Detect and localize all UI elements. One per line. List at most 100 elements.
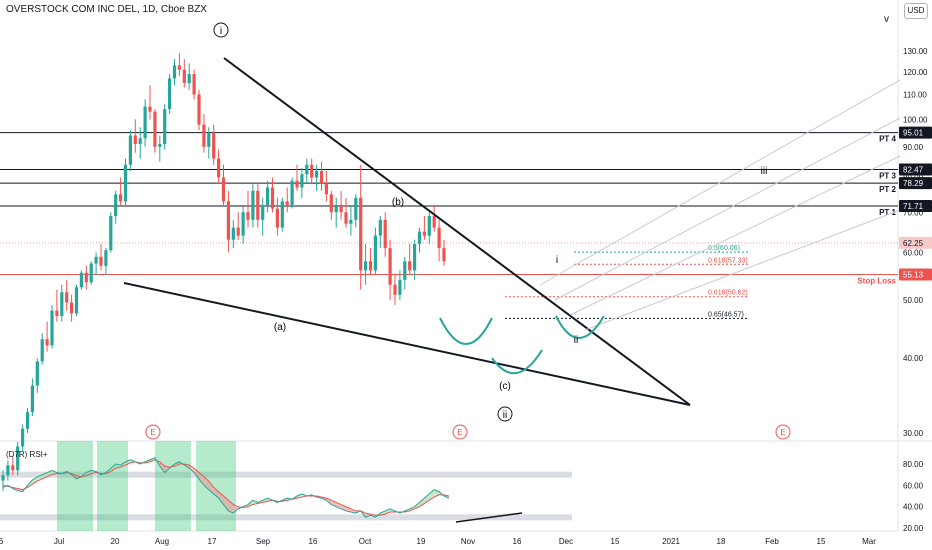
candle-body [437,227,441,249]
time-tick-label: 15 [611,537,620,546]
rsi-axis[interactable]: 20.00 40.00 60.00 80.00 [903,460,924,533]
time-tick-label: 2021 [662,537,680,546]
time-axis[interactable]: 6 Jul 20 Aug 17 Sep 16 Oct 19 Nov 16 Dec 15 2021 18 Feb… [0,537,876,546]
cup-arc [555,315,605,339]
candle-body [21,428,25,447]
trend-channel-drawing[interactable] [539,79,901,331]
wedge-lower-line[interactable] [123,282,691,406]
candle-body [427,216,431,236]
candle-body [35,361,39,386]
candle-body [55,310,59,317]
rsi-label: (D7R) RSI+ [6,450,48,459]
candle-body [182,69,186,83]
price-level-label: PT 3 [879,172,896,181]
earnings-label: E [150,428,155,437]
rsi-fill [17,488,23,492]
candle-body [197,94,201,125]
candle-body [324,184,328,195]
candles [1,53,446,492]
wedge-upper-line[interactable] [223,57,691,406]
wedge-drawing[interactable] [123,57,691,406]
candle-body [398,279,402,295]
wave-circle [213,22,229,38]
currency-button[interactable]: USD [904,3,928,19]
candle-body [256,190,260,220]
rsi-highlight [97,441,128,531]
time-tick-label: Jul [54,537,64,546]
price-level-tag-bg [899,199,932,212]
candle-body [74,287,79,314]
fib-level-label: 0.5(60.06) [708,245,740,252]
candle-body [339,204,343,213]
candle-body [354,197,358,220]
candle-body [60,292,64,317]
candle-body [221,177,226,202]
earnings-label: E [780,428,785,437]
price-tick-label: 30.00 [903,429,924,438]
price-level-tag: 55.13 [903,270,924,279]
earnings-marker[interactable] [145,424,161,440]
chart-title: OVERSTOCK COM INC DEL, 1D, Cboe BZX [6,4,207,15]
candle-body [65,292,69,303]
chevron-down-icon[interactable]: v [884,14,889,25]
price-tick-label: 100.00 [903,115,928,124]
candle-body [285,201,289,205]
rsi-highlight [196,441,236,531]
channel-line[interactable] [554,117,901,301]
earnings-markers[interactable]: E E E [145,424,791,440]
candle-body [393,284,397,295]
time-tick-label: 17 [208,537,217,546]
candle-body [192,74,196,95]
time-tick-label: Sep [256,537,271,546]
price-level-tag: 95.01 [903,129,924,138]
candle-body [266,187,270,205]
wave-label: i [556,255,558,266]
price-tick-label: 110.00 [903,91,927,100]
cup-arcs [439,315,605,375]
rsi-fill [346,506,351,512]
candle-body [109,216,113,251]
candle-body [408,261,412,271]
candle-body [119,194,123,202]
price-level-tag: 82.47 [903,166,924,175]
candle-body [373,235,377,271]
candle-body [432,216,436,228]
channel-line[interactable] [584,209,901,331]
rsi-line [2,456,450,518]
candle-body [148,106,152,112]
price-tick-label: 50.00 [903,296,924,305]
candle-body [236,227,240,236]
candle-body [290,180,294,205]
candle-body [364,261,368,271]
candle-body [104,250,108,266]
candle-body [1,475,5,481]
channel-line[interactable] [539,79,901,286]
candle-body [89,263,93,283]
channel-line[interactable] [569,155,901,316]
earnings-marker[interactable] [452,424,468,440]
wave-label: (c) [499,381,511,392]
candle-body [295,180,299,188]
last-price-tag-bg [899,236,932,249]
candle-body [251,190,255,220]
rsi-fill [125,459,131,466]
candle-body [30,385,34,413]
wave-labels: i (a) (b) (c) ii i ii iii [213,22,767,422]
candle-body [207,132,211,147]
candle-body [231,227,235,240]
candle-body [417,231,422,244]
time-tick-label: 16 [513,537,522,546]
candle-body [270,187,275,209]
rsi-lower-band [0,514,572,521]
candle-body [368,261,373,271]
rsi-fill [424,493,430,504]
wave-label: i [220,26,222,37]
wave-label: ii [574,335,578,346]
candle-body [378,219,382,236]
candle-body [319,171,324,185]
candle-body [310,164,314,178]
earnings-marker[interactable] [775,424,791,440]
candle-body [275,208,279,228]
time-tick-label: Aug [155,537,169,546]
